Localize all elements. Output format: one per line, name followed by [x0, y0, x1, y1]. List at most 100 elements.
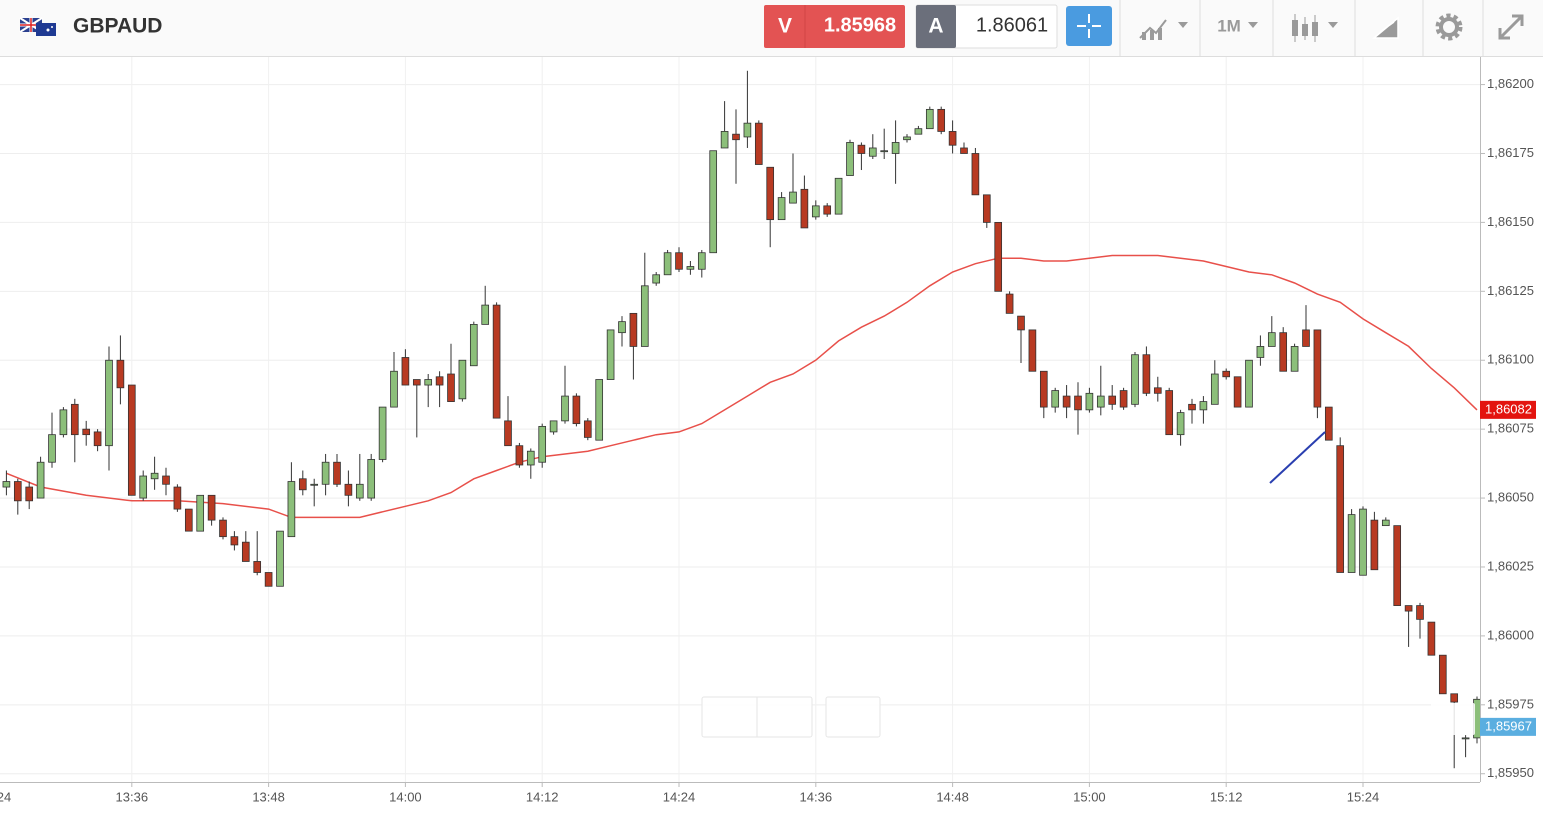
- candle-body: [789, 191, 797, 204]
- candle-body: [504, 420, 512, 447]
- candle-body: [1381, 519, 1390, 527]
- candle-body: [914, 128, 923, 135]
- candle-body: [1096, 395, 1105, 408]
- candle-body: [1153, 387, 1162, 394]
- candle-body: [25, 486, 34, 502]
- candle-body: [561, 395, 569, 422]
- candle-body: [139, 475, 148, 499]
- y-tick-label: 1,86150: [1487, 214, 1534, 229]
- candle-body: [1062, 395, 1071, 408]
- candle-body: [549, 420, 558, 433]
- candle-type-button[interactable]: [1292, 14, 1338, 42]
- candle-body: [207, 494, 216, 521]
- candle-body: [196, 494, 205, 532]
- candle-body: [1131, 354, 1139, 405]
- candle-body: [1404, 605, 1413, 612]
- y-tick-label: 1,86050: [1487, 490, 1534, 505]
- candle-body: [162, 475, 170, 485]
- sell-label: V: [778, 15, 792, 38]
- trend-line[interactable]: [1269, 431, 1326, 484]
- candle-body: [754, 122, 763, 165]
- candle-body: [925, 108, 934, 130]
- candle-body: [960, 147, 968, 154]
- candle-body: [150, 472, 159, 480]
- separators: [1119, 0, 1484, 56]
- drawing-tools-button[interactable]: [1371, 16, 1399, 39]
- candle-body: [2, 481, 11, 488]
- candle-body: [1210, 373, 1219, 405]
- candle-body: [367, 459, 376, 499]
- candle-body: [640, 285, 649, 347]
- candle-body: [481, 304, 490, 325]
- candle-body: [1279, 332, 1288, 372]
- candle-body: [857, 144, 866, 154]
- candle-body: [732, 133, 740, 141]
- settings-button[interactable]: [1435, 13, 1463, 41]
- candle-body: [435, 376, 444, 386]
- sell-price: 1.85968: [824, 14, 896, 36]
- candle-body: [1461, 737, 1470, 740]
- price-marker: [1480, 717, 1536, 736]
- candle-body: [1005, 293, 1014, 314]
- candle-body: [720, 131, 729, 149]
- candle-body: [70, 403, 79, 436]
- candle-body: [1347, 514, 1356, 573]
- candle-body: [1438, 654, 1447, 695]
- candle-body: [652, 274, 661, 284]
- chart-type-button[interactable]: [1139, 19, 1188, 40]
- candle-body: [173, 486, 182, 510]
- candle-body: [390, 370, 398, 408]
- candle-body: [219, 519, 227, 538]
- sell-button[interactable]: [764, 5, 905, 48]
- candle-body: [447, 373, 455, 402]
- timeframe[interactable]: 1M: [1217, 16, 1241, 35]
- candle-body: [526, 450, 535, 466]
- candle-body: [1176, 412, 1185, 436]
- fullscreen-button[interactable]: [1498, 14, 1524, 40]
- candle-body: [93, 431, 102, 447]
- candle-body: [241, 541, 250, 562]
- candle-body: [629, 312, 638, 347]
- overlay-panel: [701, 696, 1475, 738]
- candle-body: [1336, 445, 1345, 573]
- candle-body: [1108, 395, 1117, 405]
- plot-area: [0, 57, 1481, 782]
- candle-body: [777, 197, 786, 221]
- crosshair-button[interactable]: [1066, 6, 1112, 46]
- candle-body: [378, 406, 387, 460]
- buy-price: 1.86061: [976, 14, 1048, 36]
- candle-body: [1370, 519, 1379, 571]
- candle-body: [48, 434, 56, 463]
- candle-body: [344, 483, 353, 496]
- candle-body: [675, 252, 683, 270]
- y-tick-label: 1,86000: [1487, 627, 1534, 642]
- candle-body: [948, 131, 957, 146]
- candle-body: [492, 304, 501, 419]
- symbol: GBPAUD: [73, 15, 162, 38]
- candle-body: [1302, 329, 1310, 347]
- candle-body: [1267, 332, 1276, 347]
- y-tick-label: 1,86100: [1487, 352, 1534, 367]
- candle-body: [800, 188, 809, 229]
- candle-body: [1427, 621, 1436, 656]
- candle-body: [743, 122, 752, 138]
- candle-body: [1142, 354, 1151, 394]
- candle-body: [1256, 346, 1265, 358]
- candle-body: [1017, 315, 1025, 331]
- candle-body: [469, 323, 478, 367]
- y-tick-label: 1,85975: [1487, 696, 1534, 711]
- candle-body: [515, 445, 524, 466]
- y-tick-label: 1,86025: [1487, 558, 1534, 573]
- candle-body: [1039, 370, 1048, 408]
- candle-body: [36, 461, 45, 499]
- candle-body: [1085, 392, 1094, 411]
- candle-body: [1450, 693, 1459, 703]
- candle-body: [1290, 346, 1299, 372]
- crosshair-icon: [1077, 14, 1101, 38]
- candle-body: [1359, 508, 1367, 576]
- moving-average-line: [6, 254, 1478, 519]
- y-tick-label: 1,86175: [1487, 145, 1534, 160]
- y-tick-label: 1,85950: [1487, 765, 1534, 780]
